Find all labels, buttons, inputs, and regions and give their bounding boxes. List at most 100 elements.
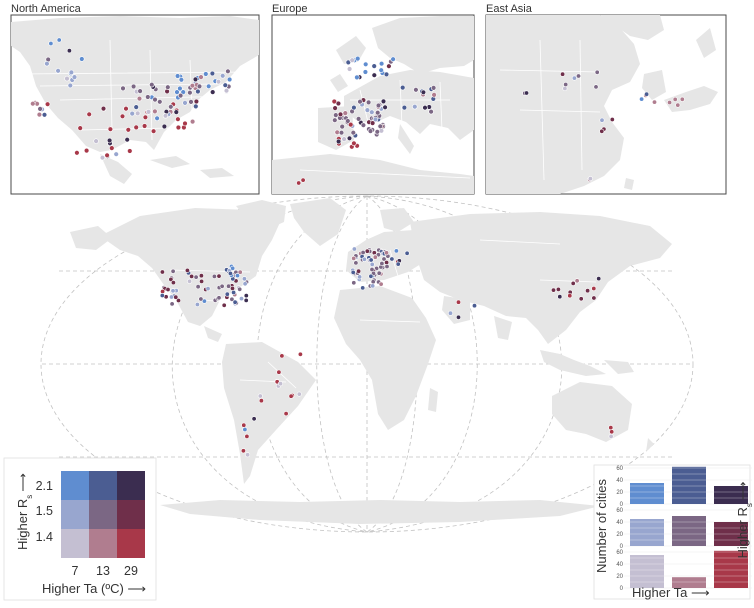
city-dot <box>64 75 70 82</box>
city-dot <box>159 292 165 298</box>
city-dot <box>231 289 237 295</box>
city-dot <box>571 75 577 81</box>
legend-cell <box>117 500 145 529</box>
city-dot <box>420 89 427 96</box>
bivariate-legend: 2.1 1.5 1.4 7 13 29 Higher Rs ⟶ Higher Ta… <box>3 457 157 601</box>
east-asia-city-dots <box>522 69 685 183</box>
city-dot <box>608 425 614 431</box>
city-dot <box>159 269 165 275</box>
city-dot <box>195 88 201 95</box>
city-dot <box>244 433 250 439</box>
legend-cell <box>117 529 145 558</box>
city-dot <box>371 72 377 78</box>
city-dot <box>104 152 110 159</box>
city-dot <box>400 84 406 91</box>
city-dot <box>395 261 401 267</box>
city-dot <box>679 96 685 102</box>
city-dot <box>374 129 380 135</box>
bar-tick-label: 0 <box>620 544 624 550</box>
city-dot <box>455 314 461 320</box>
bar <box>672 577 706 588</box>
city-dot <box>165 84 171 90</box>
city-dot <box>168 276 174 282</box>
city-dot <box>337 111 344 118</box>
city-dot <box>369 120 376 126</box>
bar-tick-label: 20 <box>616 532 623 538</box>
city-dot <box>113 151 119 157</box>
city-dot <box>123 105 129 112</box>
city-dot <box>360 285 366 291</box>
city-dot <box>198 74 204 80</box>
city-dot <box>226 76 233 83</box>
city-dot <box>370 283 376 289</box>
city-dot <box>389 256 395 262</box>
bar-tick-label: 40 <box>616 478 623 484</box>
city-dot <box>355 55 361 62</box>
city-dot <box>381 256 387 262</box>
north-america-title: North America <box>11 3 82 15</box>
city-dot <box>335 100 342 107</box>
city-dot <box>175 116 181 122</box>
city-dot <box>594 69 600 75</box>
city-dot <box>346 66 353 72</box>
city-dot <box>133 104 139 110</box>
city-dot <box>120 85 126 92</box>
city-dot <box>383 71 390 78</box>
city-dot <box>574 278 580 284</box>
city-dot <box>277 381 283 387</box>
city-dot <box>672 96 678 102</box>
legend-y-title-subscript: s <box>25 495 34 499</box>
city-dot <box>300 177 306 183</box>
city-dot <box>375 102 382 109</box>
world-map <box>40 195 694 533</box>
city-dot <box>380 98 387 105</box>
bar-chart-x-label: Higher Ta ⟶ <box>632 585 710 600</box>
city-dot <box>258 398 264 404</box>
city-dot <box>333 112 339 118</box>
city-dot <box>99 155 106 161</box>
city-dot <box>41 112 48 118</box>
city-dot <box>243 293 249 299</box>
city-dot <box>77 125 83 131</box>
city-dot <box>189 82 196 89</box>
city-dot <box>182 120 188 127</box>
city-dot <box>170 288 176 294</box>
bar-tick-label: 60 <box>616 466 623 472</box>
north-america-land <box>11 16 259 184</box>
city-dot <box>523 90 529 96</box>
city-dot <box>346 135 353 142</box>
city-dot <box>109 145 115 151</box>
city-dot <box>361 256 367 262</box>
legend-y-tick-3: 1.4 <box>36 530 53 544</box>
bar-chart-right-label-text: Higher R <box>735 507 750 558</box>
city-dot <box>296 391 302 397</box>
city-dot <box>199 278 205 284</box>
city-dot <box>364 107 371 113</box>
city-dot <box>401 104 408 111</box>
city-dot <box>563 82 569 88</box>
city-dot <box>198 296 204 302</box>
city-dot <box>369 109 375 115</box>
city-dot <box>240 448 246 454</box>
city-dot <box>351 246 357 252</box>
city-dot <box>351 280 357 286</box>
city-dot <box>168 104 174 110</box>
city-dot <box>124 137 130 143</box>
city-dot <box>550 287 556 293</box>
city-dot <box>189 118 196 125</box>
city-dot <box>378 281 384 287</box>
city-dot <box>196 83 203 90</box>
city-dot <box>339 123 345 130</box>
city-dot <box>455 299 461 305</box>
city-dot <box>188 99 194 105</box>
city-dot <box>242 281 248 287</box>
city-dot <box>242 426 248 432</box>
city-dot <box>182 100 188 106</box>
city-dot <box>351 255 357 261</box>
city-dot <box>227 270 233 276</box>
city-dot <box>430 85 437 91</box>
city-dot <box>239 296 245 302</box>
city-dot <box>216 273 222 279</box>
city-dot <box>376 270 382 276</box>
